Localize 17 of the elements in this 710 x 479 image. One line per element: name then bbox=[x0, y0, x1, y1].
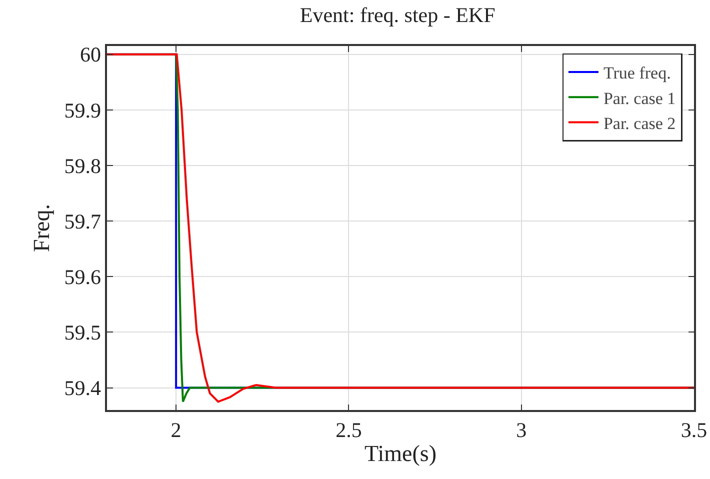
x-tick-label: 2.5 bbox=[336, 418, 362, 442]
x-tick-label: 2 bbox=[170, 418, 182, 442]
chart-title: Event: freq. step - EKF bbox=[300, 2, 496, 27]
legend-label: Par. case 1 bbox=[603, 88, 676, 108]
y-tick-label: 60 bbox=[80, 42, 102, 67]
x-axis-title: Time(s) bbox=[364, 441, 436, 466]
y-tick-label: 59.8 bbox=[64, 154, 102, 178]
y-tick-label: 59.4 bbox=[64, 376, 102, 400]
y-tick-label: 59.5 bbox=[64, 320, 102, 345]
y-tick-label: 59.7 bbox=[64, 209, 102, 234]
x-tick-label: 3 bbox=[516, 418, 527, 442]
legend-label: True freq. bbox=[603, 64, 671, 83]
x-tick-label: 3.5 bbox=[680, 418, 708, 442]
y-tick-label: 59.9 bbox=[64, 98, 102, 122]
y-axis-title: Freq. bbox=[29, 204, 54, 252]
y-tick-label: 59.6 bbox=[64, 264, 102, 289]
legend-label: Par. case 2 bbox=[603, 114, 676, 133]
